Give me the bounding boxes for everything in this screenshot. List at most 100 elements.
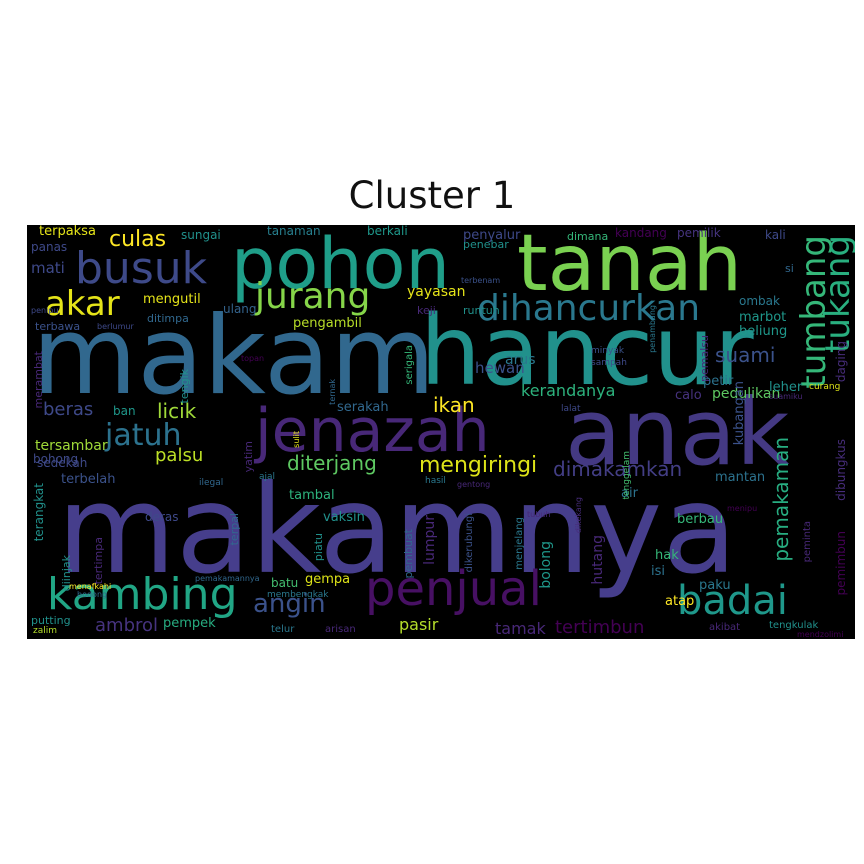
word-cloud-word: tertimbun xyxy=(555,617,645,638)
word-cloud-word: panas xyxy=(31,240,68,254)
chart-title: Cluster 1 xyxy=(348,174,516,217)
word-cloud-word: peminta xyxy=(802,521,813,563)
word-cloud-word: pedulikan xyxy=(712,386,781,402)
word-cloud-word: curang xyxy=(809,382,841,392)
word-cloud-word: dihancurkan xyxy=(477,288,701,329)
word-cloud-word: deras xyxy=(145,510,179,524)
word-cloud-word: terbenam xyxy=(461,276,501,285)
word-cloud-word: bodong xyxy=(77,590,108,599)
word-cloud-word: pemilik xyxy=(677,226,721,240)
word-cloud-word: terbawa xyxy=(35,320,81,333)
word-cloud-word: jurang xyxy=(255,276,371,317)
word-cloud-word: penebar xyxy=(463,238,509,251)
word-cloud-word: sampah xyxy=(591,358,627,368)
word-cloud-word: badai xyxy=(677,578,788,624)
word-cloud-word: isi xyxy=(651,564,665,579)
word-cloud-word: diterjang xyxy=(287,451,377,475)
word-cloud-word: hak xyxy=(655,548,679,563)
word-cloud-word: ikan xyxy=(433,393,475,417)
word-cloud-word: tersambar xyxy=(35,438,108,454)
word-cloud-word: yatim xyxy=(242,441,255,473)
word-cloud-words: makamnya makam hancur tanah pohon anak jenazah… xyxy=(27,225,855,639)
word-cloud-word: pasir xyxy=(399,615,439,634)
word-cloud-word: bohong xyxy=(33,452,79,466)
word-cloud-word: ban xyxy=(113,404,136,418)
word-cloud-word: sulit xyxy=(292,431,301,448)
word-cloud-word: menjelang xyxy=(514,517,525,570)
word-cloud-word: akar xyxy=(45,284,120,324)
word-cloud-word: vaksin xyxy=(323,510,365,525)
word-cloud-word: penjual xyxy=(365,561,542,617)
word-cloud-word: pembuat xyxy=(402,529,415,579)
word-cloud-word: merambat xyxy=(32,351,45,409)
word-cloud-word: ilegal xyxy=(199,478,224,488)
word-cloud: makamnya makam hancur tanah pohon anak jenazah… xyxy=(27,225,855,639)
word-cloud-word: arisan xyxy=(325,624,356,635)
word-cloud-word: mengutil xyxy=(143,292,201,307)
word-cloud-word: yayasan xyxy=(407,284,466,300)
word-cloud-word: berlumur xyxy=(97,322,134,331)
word-cloud-word: culas xyxy=(109,227,167,252)
word-cloud-word: leher xyxy=(769,380,803,395)
word-cloud-word: paku xyxy=(699,578,731,593)
word-cloud-word: tanah xyxy=(517,225,743,309)
word-cloud-word: kambing xyxy=(47,569,238,620)
word-cloud-word: kandang xyxy=(615,226,667,240)
word-cloud-word: pohon xyxy=(231,225,450,305)
word-cloud-word: menafkahi xyxy=(69,582,112,591)
word-cloud-word: atap xyxy=(665,594,695,609)
word-cloud-word: suamiku xyxy=(769,392,803,401)
word-cloud-word: hutang xyxy=(590,535,606,585)
word-cloud-word: daging xyxy=(834,341,848,383)
word-cloud-word: palsu xyxy=(155,445,204,466)
word-cloud-word: mengiringi xyxy=(419,453,538,478)
word-cloud-word: kerandanya xyxy=(521,381,616,400)
word-cloud-word: dimakamkan xyxy=(553,457,683,481)
word-cloud-word: bolong xyxy=(538,541,554,589)
word-cloud-word: runtuh xyxy=(463,304,500,317)
word-cloud-word: topan xyxy=(241,354,265,363)
word-cloud-word: sedekah xyxy=(37,456,88,470)
word-cloud-word: gentong xyxy=(457,480,491,489)
word-cloud-word: terangkat xyxy=(32,483,46,542)
word-cloud-word: berbau xyxy=(677,512,724,527)
word-cloud-word: ambrol xyxy=(95,615,159,636)
word-cloud-word: akibat xyxy=(709,622,741,633)
word-cloud-word: tertimpa xyxy=(92,537,105,585)
word-cloud-word: dibungkus xyxy=(834,439,848,501)
word-cloud-word: tubuh xyxy=(527,510,551,519)
word-cloud-word: zalim xyxy=(33,626,58,636)
word-cloud-word: tengkulak xyxy=(769,620,819,631)
word-cloud-word: hancur xyxy=(420,295,754,407)
word-cloud-word: tambal xyxy=(289,488,335,503)
word-cloud-word: lalat xyxy=(561,404,581,414)
word-cloud-word: serakah xyxy=(337,400,389,415)
word-cloud-word: arus xyxy=(505,352,536,368)
word-cloud-word: penyalur xyxy=(463,228,521,243)
word-cloud-word: marbot xyxy=(739,310,787,325)
word-cloud-word: penambang xyxy=(648,305,657,353)
word-cloud-word: dikekang xyxy=(574,497,583,534)
word-cloud-word: terpaksa xyxy=(39,225,96,239)
word-cloud-word: terpal xyxy=(228,513,241,546)
word-cloud-word: pempek xyxy=(163,616,216,631)
word-cloud-word: tengik xyxy=(178,369,191,404)
word-cloud-word: ternak xyxy=(328,379,337,405)
word-cloud-word: mendzolimi xyxy=(797,630,844,639)
word-cloud-word: hasil xyxy=(425,476,446,486)
word-cloud-word: calo xyxy=(675,388,702,403)
word-cloud-word: tenggelam xyxy=(622,451,632,500)
word-cloud-word: pengambil xyxy=(293,316,362,331)
word-cloud-word: telur xyxy=(271,624,295,635)
word-cloud-word: dimana xyxy=(567,230,609,243)
word-cloud-word: pemimbun xyxy=(834,531,848,596)
word-cloud-word: jenazah xyxy=(255,396,490,466)
word-cloud-word: mantan xyxy=(715,470,766,485)
word-cloud-word: sungai xyxy=(181,228,221,242)
word-cloud-word: kali xyxy=(765,228,786,242)
word-cloud-word: ajal xyxy=(259,472,276,482)
word-cloud-word: tamak xyxy=(495,619,546,638)
word-cloud-word: berkali xyxy=(367,225,408,238)
word-cloud-word: gempa xyxy=(305,572,351,587)
word-cloud-word: putting xyxy=(31,614,71,627)
